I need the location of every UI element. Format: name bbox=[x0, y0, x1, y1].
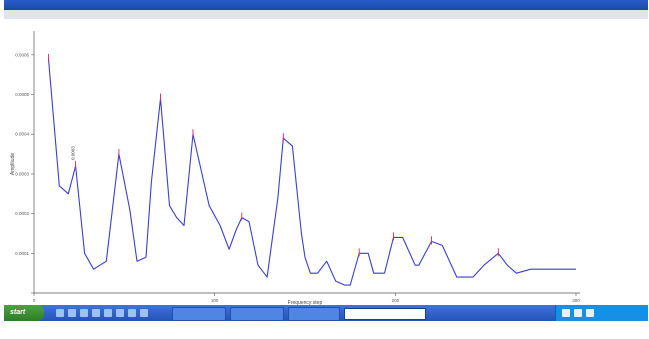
quick-launch-icon[interactable] bbox=[104, 309, 112, 317]
y-tick-label: 0.0006 bbox=[15, 52, 29, 57]
tray-icon[interactable] bbox=[574, 309, 582, 317]
tray-icon[interactable] bbox=[586, 309, 594, 317]
desktop-screen: 0.0001 0.0002 0.0003 0.0004 0.0005 0.0006 0 100… bbox=[4, 0, 648, 321]
y-tick-label: 0.0005 bbox=[15, 92, 29, 97]
taskbar-search-input[interactable] bbox=[344, 308, 426, 320]
taskbar-window-button[interactable] bbox=[288, 307, 340, 321]
quick-launch-icon[interactable] bbox=[140, 309, 148, 317]
spectrum-line bbox=[47, 58, 576, 286]
taskbar-window-button[interactable] bbox=[230, 307, 284, 321]
y-tick-label: 0.0001 bbox=[15, 251, 29, 256]
plot-svg: 0.0001 0.0002 0.0003 0.0004 0.0005 0.0006 0 100… bbox=[10, 31, 580, 305]
y-tick-label: 0.0002 bbox=[15, 211, 29, 216]
quick-launch-icon[interactable] bbox=[68, 309, 76, 317]
x-tick-label: 200 bbox=[392, 298, 400, 303]
quick-launch-icon[interactable] bbox=[128, 309, 136, 317]
x-axis-label: Frequency step bbox=[288, 300, 323, 305]
y-tick-label: 0.0004 bbox=[15, 132, 29, 137]
system-tray bbox=[555, 305, 648, 321]
peak-annotation: 0.0003 bbox=[71, 146, 76, 160]
quick-launch-icon[interactable] bbox=[92, 309, 100, 317]
x-tick-label: 300 bbox=[572, 298, 580, 303]
y-axis-label: Amplitude bbox=[10, 153, 16, 175]
x-tick-label: 0 bbox=[33, 298, 36, 303]
window-titlebar[interactable] bbox=[4, 0, 648, 10]
spectrum-plot: 0.0001 0.0002 0.0003 0.0004 0.0005 0.0006 0 100… bbox=[4, 19, 648, 305]
taskbar-window-button[interactable] bbox=[172, 307, 226, 321]
start-button[interactable]: start bbox=[4, 305, 44, 321]
taskbar: start bbox=[4, 305, 648, 321]
quick-launch-icon[interactable] bbox=[116, 309, 124, 317]
x-tick-label: 100 bbox=[211, 298, 219, 303]
plot-caption bbox=[4, 10, 648, 19]
y-tick-label: 0.0003 bbox=[15, 171, 29, 176]
quick-launch-icon[interactable] bbox=[56, 309, 64, 317]
quick-launch-icon[interactable] bbox=[80, 309, 88, 317]
tray-icon[interactable] bbox=[562, 309, 570, 317]
